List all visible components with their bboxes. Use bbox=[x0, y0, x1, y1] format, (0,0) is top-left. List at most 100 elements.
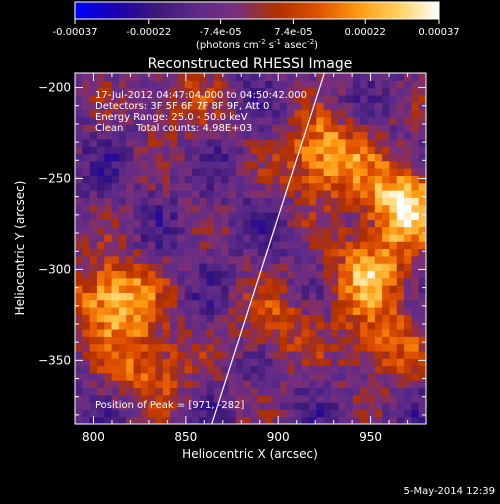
heatmap-cell bbox=[111, 219, 120, 228]
solar-limb-line bbox=[211, 73, 325, 424]
heatmap-cell bbox=[330, 153, 339, 162]
heatmap-cell bbox=[404, 358, 412, 367]
heatmap-cell bbox=[155, 307, 164, 315]
heatmap-cell bbox=[279, 299, 288, 308]
heatmap-cell bbox=[140, 321, 149, 330]
heatmap-cell bbox=[330, 109, 339, 118]
heatmap-cell bbox=[272, 73, 281, 81]
heatmap-cell bbox=[404, 182, 412, 191]
heatmap-cell bbox=[272, 285, 281, 293]
heatmap-cell bbox=[345, 168, 354, 176]
heatmap-cell bbox=[118, 94, 127, 103]
heatmap-cell bbox=[404, 204, 412, 213]
heatmap-cell bbox=[118, 409, 127, 418]
heatmap-cell bbox=[177, 409, 186, 418]
heatmap-cell bbox=[374, 343, 383, 352]
heatmap-cell bbox=[228, 109, 237, 118]
heatmap-cell bbox=[148, 124, 157, 133]
heatmap-cell bbox=[221, 263, 230, 272]
heatmap-cell bbox=[418, 255, 426, 264]
heatmap-cell bbox=[411, 328, 420, 337]
heatmap-cell bbox=[177, 328, 186, 337]
heatmap-cell bbox=[96, 146, 105, 155]
heatmap-cell bbox=[177, 307, 186, 315]
heatmap-cell bbox=[360, 307, 369, 315]
heatmap-cell bbox=[133, 87, 142, 96]
heatmap-cell bbox=[265, 277, 274, 286]
heatmap-cell bbox=[411, 299, 420, 308]
heatmap-cell bbox=[257, 402, 266, 410]
heatmap-cell bbox=[396, 321, 405, 330]
heatmap-cell bbox=[235, 263, 244, 272]
heatmap-cell bbox=[316, 336, 325, 345]
heatmap-cell bbox=[338, 328, 347, 337]
heatmap-cell bbox=[338, 380, 347, 389]
heatmap-cell bbox=[411, 190, 420, 198]
heatmap-cell bbox=[352, 409, 361, 418]
heatmap-cell bbox=[118, 387, 127, 396]
heatmap-cell bbox=[96, 204, 105, 213]
heatmap-cell bbox=[418, 277, 426, 286]
heatmap-cell bbox=[250, 292, 259, 301]
heatmap-cell bbox=[294, 204, 303, 213]
heatmap-cell bbox=[75, 416, 83, 424]
heatmap-cell bbox=[287, 160, 295, 169]
heatmap-cell bbox=[243, 80, 252, 89]
heatmap-cell bbox=[126, 409, 135, 418]
heatmap-cell bbox=[418, 409, 426, 418]
heatmap-cell bbox=[126, 109, 135, 118]
heatmap-cell bbox=[404, 226, 412, 235]
heatmap-cell bbox=[404, 153, 412, 162]
heatmap-cell bbox=[309, 365, 317, 374]
heatmap-cell bbox=[279, 255, 288, 264]
heatmap-cell bbox=[228, 409, 237, 418]
heatmap-cell bbox=[418, 124, 426, 133]
heatmap-cell bbox=[301, 336, 310, 345]
heatmap-cell bbox=[96, 94, 105, 103]
heatmap-cell bbox=[404, 175, 412, 184]
heatmap-cell bbox=[199, 146, 208, 155]
heatmap-cell bbox=[148, 292, 157, 301]
heatmap-cell bbox=[133, 372, 142, 381]
heatmap-cell bbox=[352, 402, 361, 410]
heatmap-cell bbox=[396, 307, 405, 315]
heatmap-cell bbox=[235, 350, 244, 359]
heatmap-cell bbox=[82, 182, 91, 191]
heatmap-cell bbox=[213, 336, 222, 345]
heatmap-cell bbox=[404, 116, 412, 125]
heatmap-cell bbox=[184, 168, 193, 176]
heatmap-cell bbox=[352, 175, 361, 184]
heatmap-cell bbox=[199, 175, 208, 184]
heatmap-cell bbox=[104, 248, 113, 257]
heatmap-cell bbox=[148, 409, 157, 418]
heatmap-cell bbox=[345, 336, 354, 345]
heatmap-cell bbox=[243, 402, 252, 410]
heatmap-cell bbox=[411, 153, 420, 162]
heatmap-cell bbox=[118, 270, 127, 279]
heatmap-cell bbox=[177, 241, 186, 250]
heatmap-cell bbox=[309, 416, 317, 424]
heatmap-cell bbox=[301, 350, 310, 359]
heatmap-cell bbox=[301, 146, 310, 155]
heatmap-cell bbox=[118, 285, 127, 293]
heatmap-cell bbox=[411, 80, 420, 89]
heatmap-cell bbox=[133, 131, 142, 140]
heatmap-cell bbox=[250, 255, 259, 264]
heatmap-cell bbox=[418, 226, 426, 235]
heatmap-cell bbox=[235, 328, 244, 337]
heatmap-cell bbox=[389, 211, 398, 220]
heatmap-cell bbox=[418, 328, 426, 337]
heatmap-cell bbox=[111, 124, 120, 133]
heatmap-cell bbox=[418, 270, 426, 279]
heatmap-cell bbox=[104, 365, 113, 374]
heatmap-cell bbox=[199, 182, 208, 191]
heatmap-cell bbox=[279, 160, 288, 169]
heatmap-cell bbox=[206, 182, 215, 191]
heatmap-cell bbox=[111, 248, 120, 257]
heatmap-cell bbox=[404, 168, 412, 176]
heatmap-cell bbox=[404, 138, 412, 147]
heatmap-cell bbox=[228, 328, 237, 337]
heatmap-cell bbox=[309, 153, 317, 162]
heatmap-cell bbox=[199, 116, 208, 125]
heatmap-cell bbox=[309, 292, 317, 301]
